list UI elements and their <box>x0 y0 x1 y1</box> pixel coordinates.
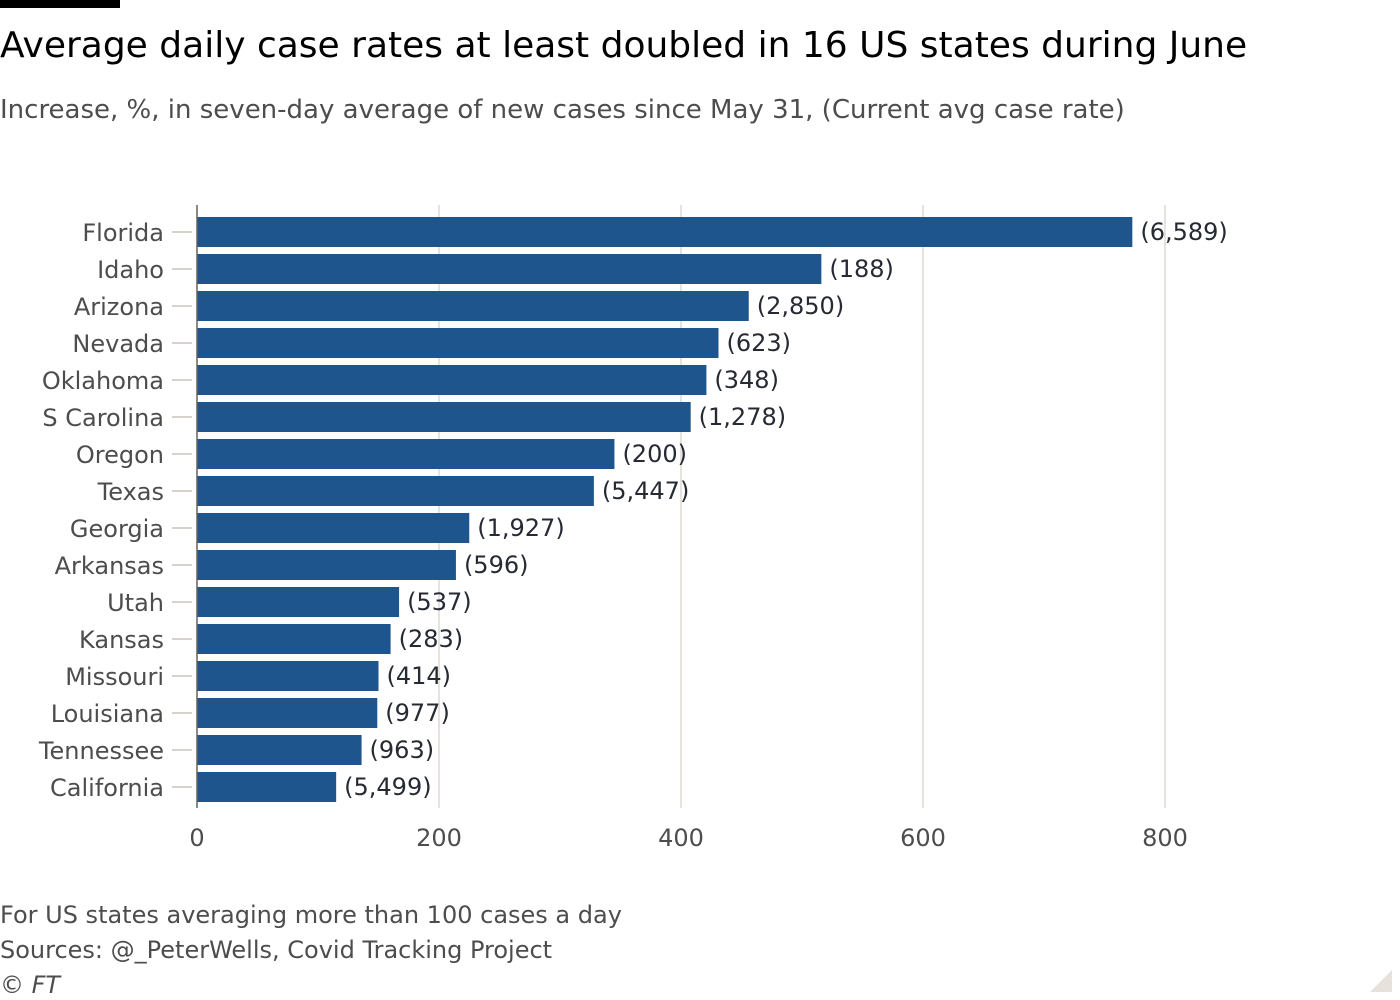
data-label: (414) <box>387 662 452 690</box>
bar <box>197 291 749 321</box>
category-label: Arkansas <box>55 552 164 580</box>
bar <box>197 328 719 358</box>
data-label: (977) <box>385 699 450 727</box>
data-label: (188) <box>829 255 894 283</box>
category-label: S Carolina <box>42 404 164 432</box>
bar <box>197 735 362 765</box>
category-label: Utah <box>107 589 164 617</box>
data-label: (623) <box>727 329 792 357</box>
footer-sources: Sources: @_PeterWells, Covid Tracking Pr… <box>0 936 553 964</box>
category-label: Nevada <box>72 330 164 358</box>
bar-chart: 0 200 400 600 800 Florida (6,589) Idaho (188) Ari… <box>38 205 1228 852</box>
data-label: (1,927) <box>477 514 564 542</box>
bar <box>197 217 1133 247</box>
data-label: (2,850) <box>757 292 844 320</box>
x-tick-label: 400 <box>658 824 704 852</box>
bar <box>197 439 615 469</box>
data-label: (537) <box>407 588 472 616</box>
data-label: (348) <box>714 366 779 394</box>
category-label: Georgia <box>70 515 164 543</box>
bar <box>197 476 594 506</box>
data-label: (1,278) <box>699 403 786 431</box>
data-label: (283) <box>399 625 464 653</box>
bar <box>197 587 400 617</box>
data-label: (5,447) <box>602 477 689 505</box>
category-label: California <box>50 774 164 802</box>
category-label: Idaho <box>97 256 164 284</box>
top-accent-bar <box>0 0 120 8</box>
data-label: (5,499) <box>344 773 431 801</box>
category-label: Kansas <box>79 626 164 654</box>
bar <box>197 365 707 395</box>
data-label: (596) <box>464 551 529 579</box>
data-label: (963) <box>370 736 435 764</box>
category-label: Oklahoma <box>42 367 164 395</box>
x-tick-label: 600 <box>900 824 946 852</box>
bar <box>197 624 391 654</box>
category-label: Florida <box>82 219 164 247</box>
category-label: Texas <box>97 478 164 506</box>
data-label: (6,589) <box>1140 218 1227 246</box>
data-label: (200) <box>622 440 687 468</box>
category-label: Louisiana <box>51 700 164 728</box>
bar <box>197 661 379 691</box>
chart-subtitle: Increase, %, in seven-day average of new… <box>0 95 1125 125</box>
x-tick-label: 0 <box>189 824 204 852</box>
footer-copyright: © FT <box>0 971 61 999</box>
chart-footer: For US states averaging more than 100 ca… <box>0 898 622 1000</box>
bar <box>197 402 691 432</box>
bar <box>197 513 470 543</box>
category-label: Missouri <box>65 663 164 691</box>
bar <box>197 254 822 284</box>
category-label: Tennessee <box>38 737 164 765</box>
x-tick-label: 200 <box>416 824 462 852</box>
chart-title: Average daily case rates at least double… <box>0 25 1248 66</box>
bar <box>197 698 378 728</box>
category-label: Arizona <box>74 293 164 321</box>
bar <box>197 772 337 802</box>
corner-fold-icon <box>1370 970 1392 992</box>
footer-note: For US states averaging more than 100 ca… <box>0 901 622 929</box>
x-tick-label: 800 <box>1142 824 1188 852</box>
category-label: Oregon <box>76 441 164 469</box>
bar <box>197 550 456 580</box>
